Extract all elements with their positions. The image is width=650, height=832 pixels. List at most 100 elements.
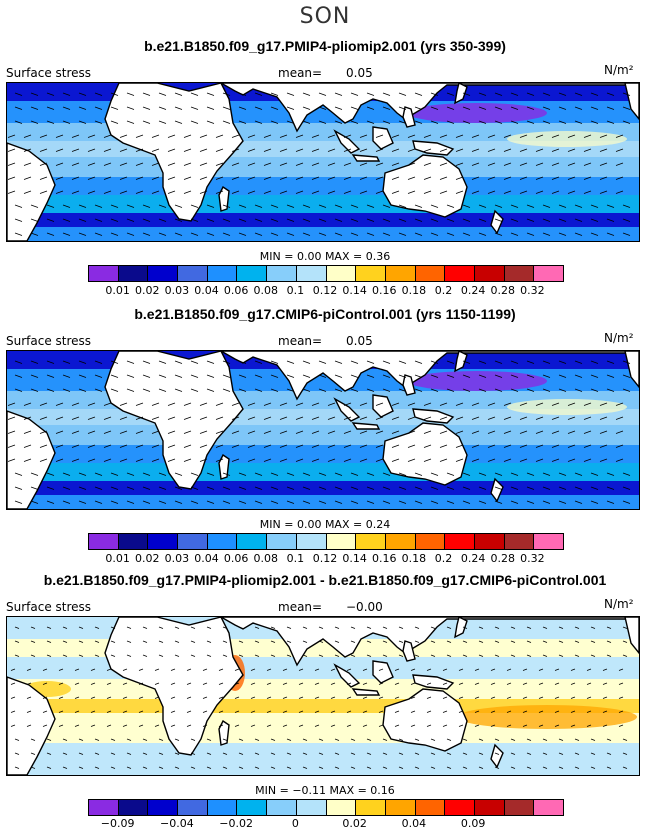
vector-arrow <box>318 486 327 490</box>
vector-arrow <box>183 176 192 180</box>
vector-arrow <box>286 500 295 504</box>
vector-arrow <box>30 204 39 208</box>
colorbar-tick-label: 0.28 <box>490 284 516 297</box>
vector-arrow <box>382 106 391 110</box>
vector-arrow <box>14 388 23 392</box>
vector-arrow <box>138 710 144 713</box>
vector-arrow <box>55 148 64 152</box>
vector-arrow <box>318 640 324 643</box>
vector-arrow <box>190 472 199 476</box>
low-stress-region <box>407 371 547 391</box>
vector-arrow <box>622 752 628 755</box>
vector-arrow <box>10 710 16 713</box>
continent-outline <box>382 688 468 752</box>
vector-arrow <box>343 444 352 448</box>
stress-band <box>7 227 639 241</box>
vector-arrow <box>615 148 624 152</box>
vector-arrow <box>174 120 183 124</box>
vector-arrow <box>382 374 391 378</box>
vector-arrow <box>350 626 356 629</box>
vector-arrow <box>30 472 39 476</box>
vector-arrow <box>494 218 503 222</box>
vector-arrow <box>78 106 87 110</box>
vector-arrow <box>462 738 468 741</box>
vector-arrow <box>487 430 496 434</box>
vector-arrow <box>622 92 631 96</box>
vector-arrow <box>583 416 592 420</box>
vector-arrow <box>362 724 368 727</box>
vector-arrow <box>522 682 528 685</box>
vector-arrow <box>590 752 596 755</box>
vector-arrow <box>151 430 160 434</box>
vector-arrow <box>478 654 484 657</box>
vector-arrow <box>510 654 516 657</box>
colorbar-tick-label: 0.16 <box>372 284 397 297</box>
vector-arrow <box>574 218 583 222</box>
vector-arrow <box>183 416 192 420</box>
vector-arrow <box>138 724 144 727</box>
vector-arrow <box>311 458 320 462</box>
panel-2-units: N/m² <box>604 331 634 345</box>
vector-arrow <box>302 654 308 657</box>
vector-arrow <box>314 696 320 699</box>
vector-arrow <box>526 626 532 629</box>
vector-arrow <box>590 388 599 392</box>
colorbar-swatch <box>534 534 563 549</box>
stress-band <box>7 657 639 679</box>
vector-arrow <box>375 430 384 434</box>
vector-arrow <box>430 752 436 755</box>
vector-arrow <box>302 92 311 96</box>
colorbar-swatch <box>267 800 297 815</box>
vector-arrow <box>574 92 583 96</box>
vector-arrow <box>46 626 52 629</box>
vector-arrow <box>174 106 183 110</box>
vector-arrow <box>583 402 592 406</box>
vector-arrow <box>215 458 224 462</box>
vector-arrow <box>359 430 368 434</box>
vector-arrow <box>270 738 276 741</box>
colorbar-swatch <box>178 800 208 815</box>
vector-arrow <box>503 430 512 434</box>
vector-arrow <box>366 486 375 490</box>
vector-arrow <box>455 190 464 194</box>
vector-arrow <box>430 626 436 629</box>
vector-arrow <box>222 766 228 769</box>
vector-arrow <box>478 374 487 378</box>
vector-arrow <box>286 626 292 629</box>
vector-arrow <box>535 416 544 420</box>
vector-arrow <box>46 486 55 490</box>
colorbar-swatch <box>237 800 268 815</box>
vector-arrow <box>94 654 100 657</box>
vector-arrow <box>535 176 544 180</box>
vector-arrow <box>350 472 359 476</box>
vector-arrow <box>135 148 144 152</box>
vector-arrow <box>302 360 311 364</box>
colorbar-tick-label: 0 <box>291 817 299 830</box>
vector-arrow <box>78 360 87 364</box>
vector-arrow <box>14 766 20 769</box>
vector-arrow <box>270 232 279 236</box>
vector-arrow <box>615 458 624 462</box>
vector-arrow <box>570 682 576 685</box>
vector-arrow <box>510 388 519 392</box>
vector-arrow <box>407 458 416 462</box>
vector-arrow <box>414 640 420 643</box>
vector-arrow <box>439 176 448 180</box>
vector-arrow <box>206 626 212 629</box>
vector-arrow <box>286 752 292 755</box>
colorbar-swatch <box>385 534 416 549</box>
vector-arrow <box>478 766 484 769</box>
vector-arrow <box>574 766 580 769</box>
vector-arrow <box>302 472 311 476</box>
continent-outline <box>454 83 468 105</box>
vector-arrow <box>311 190 320 194</box>
vector-arrow <box>302 374 311 378</box>
vector-arrow <box>103 402 112 406</box>
vector-arrow <box>154 696 160 699</box>
vector-arrow <box>398 752 404 755</box>
vector-arrow <box>366 120 375 124</box>
vector-arrow <box>106 710 112 713</box>
vector-arrow <box>295 176 304 180</box>
vector-arrow <box>398 486 407 490</box>
vector-arrow <box>190 738 196 741</box>
